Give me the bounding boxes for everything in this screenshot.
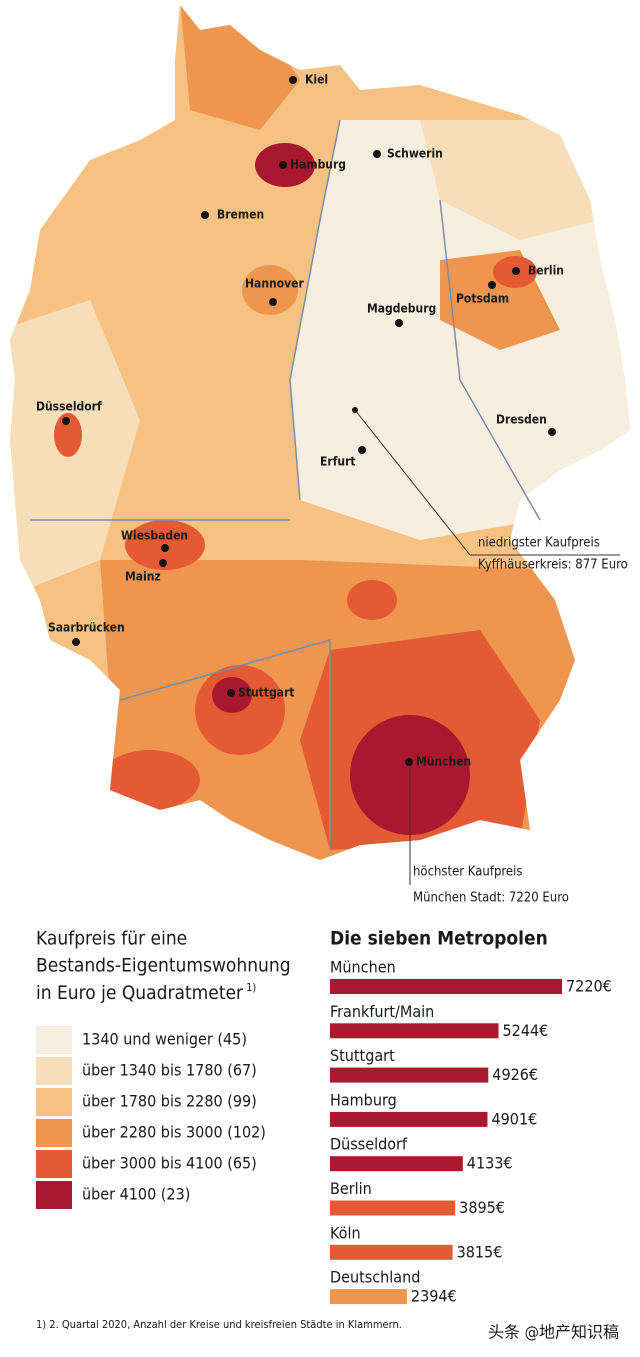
marker-dot <box>352 407 358 413</box>
value-label: 4133€ <box>467 1154 513 1173</box>
legend-label: über 1340 bis 1780 (67) <box>82 1061 257 1080</box>
city-dot <box>405 758 413 766</box>
value-label: 4926€ <box>492 1065 538 1084</box>
city-label: Potsdam <box>456 292 509 306</box>
category-label: Düsseldorf <box>330 1135 408 1154</box>
annotation-title: höchster Kaufpreis <box>413 865 522 880</box>
city-dot <box>488 281 496 289</box>
legend-label: über 4100 (23) <box>82 1185 190 1204</box>
city-dot <box>72 638 80 646</box>
city-label: Berlin <box>528 264 564 278</box>
city-label: Magdeburg <box>367 302 436 316</box>
legend-label: über 3000 bis 4100 (65) <box>82 1154 257 1173</box>
state-border <box>30 119 541 850</box>
legend-label: über 2280 bis 3000 (102) <box>82 1123 266 1142</box>
legend-title: in Euro je Quadratmeter <box>36 982 244 1004</box>
city-label: Hannover <box>245 277 304 291</box>
value-label: 4901€ <box>491 1109 537 1128</box>
footnote: 1) 2. Quartal 2020, Anzahl der Kreise un… <box>36 1318 402 1331</box>
annotation-title: niedrigster Kaufpreis <box>478 536 600 551</box>
city-label: Bremen <box>217 208 264 222</box>
city-dot <box>373 150 381 158</box>
value-label: 7220€ <box>566 977 612 996</box>
note-mark: 1) <box>246 981 256 994</box>
city-label: Dresden <box>496 413 547 427</box>
city-label: Erfurt <box>320 455 356 469</box>
chart-title: Die sieben Metropolen <box>330 928 548 950</box>
city-label: Wiesbaden <box>121 529 188 543</box>
city-dot <box>289 76 297 84</box>
legend-swatch <box>36 1026 72 1054</box>
category-label: Hamburg <box>330 1090 397 1109</box>
legend-swatch <box>36 1057 72 1085</box>
city-dot <box>227 689 235 697</box>
city-label: Hamburg <box>290 158 346 172</box>
value-label: 3815€ <box>457 1242 503 1261</box>
category-label: Köln <box>330 1223 361 1242</box>
category-label: München <box>330 958 396 977</box>
bar <box>330 1289 407 1305</box>
category-label: Deutschland <box>330 1268 420 1287</box>
annotation-text: Kyffhäuserkreis: 877 Euro <box>478 558 628 573</box>
category-label: Berlin <box>330 1179 372 1198</box>
legend-label: 1340 und weniger (45) <box>82 1030 247 1049</box>
watermark: 头条 @地产知识稿 <box>488 1323 619 1342</box>
leader-line <box>354 409 471 556</box>
city-label: Schwerin <box>387 147 443 161</box>
bar <box>330 979 562 994</box>
legend-title: Bestands-Eigentumswohnung <box>36 955 291 977</box>
annotation-text: München Stadt: 7220 Euro <box>413 891 569 906</box>
legend-swatch <box>36 1150 72 1178</box>
city-dot <box>358 446 366 454</box>
value-label: 2394€ <box>411 1287 457 1306</box>
city-label: Saarbrücken <box>48 621 125 635</box>
bar <box>330 1244 453 1260</box>
city-label: Kiel <box>305 73 328 87</box>
city-label: München <box>416 755 471 769</box>
legend-title: in Euro je Quadratmeter 1) <box>36 981 256 1004</box>
city-label: Mainz <box>125 570 161 584</box>
value-label: 3895€ <box>459 1198 505 1217</box>
city-dot <box>62 417 70 425</box>
value-label: 5244€ <box>503 1021 549 1040</box>
city-dot <box>279 161 287 169</box>
map <box>10 5 630 860</box>
category-label: Frankfurt/Main <box>330 1002 434 1021</box>
bar <box>330 1067 489 1083</box>
legend-title: Kaufpreis für eine <box>36 928 187 950</box>
bar <box>330 1200 456 1216</box>
legend-swatch <box>36 1088 72 1116</box>
legend-swatch <box>36 1181 72 1209</box>
city-dot <box>512 267 520 275</box>
category-label: Stuttgart <box>330 1046 395 1065</box>
city-label: Stuttgart <box>238 686 294 700</box>
city-dot <box>548 428 556 436</box>
city-dot <box>159 559 167 567</box>
legend-swatch <box>36 1119 72 1147</box>
bar <box>330 1111 488 1127</box>
bar <box>330 1156 463 1172</box>
legend-label: über 1780 bis 2280 (99) <box>82 1092 257 1111</box>
bar <box>330 1023 499 1039</box>
city-dot <box>161 544 169 552</box>
city-label: Düsseldorf <box>36 400 102 414</box>
city-dot <box>269 298 277 306</box>
city-dot <box>395 319 403 327</box>
city-dot <box>201 211 209 219</box>
